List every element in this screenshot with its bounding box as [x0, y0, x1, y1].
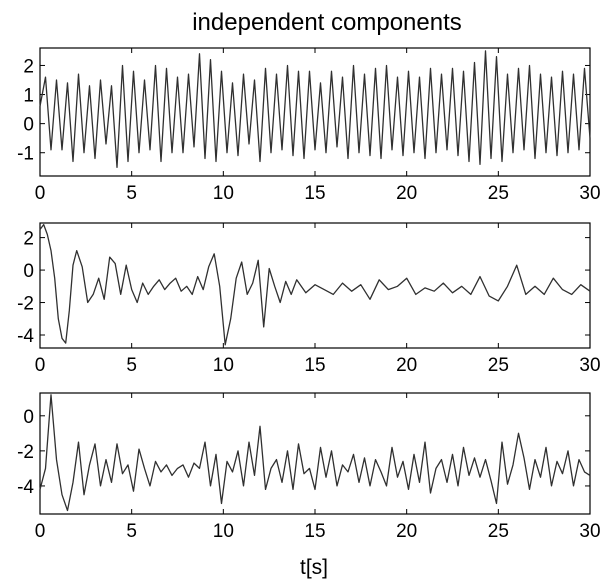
y-tick-label: 0 [23, 261, 34, 282]
signal-trace-3 [39, 394, 591, 512]
y-tick-label: 2 [23, 56, 34, 77]
x-tick-label: 20 [396, 183, 417, 204]
x-tick-label: 10 [213, 183, 234, 204]
x-tick-label: 25 [488, 521, 509, 542]
figure-title: independent components [192, 9, 462, 36]
x-tick-label: 15 [304, 355, 325, 376]
y-tick-label: -2 [17, 294, 34, 315]
x-tick-label: 10 [213, 521, 234, 542]
y-tick-label: -2 [17, 442, 34, 463]
y-tick-label: 1 [23, 86, 34, 107]
y-tick-label: 0 [23, 407, 34, 428]
y-tick-label: -4 [17, 326, 34, 347]
axes-frame [39, 392, 591, 515]
signal-trace-2 [39, 223, 591, 346]
y-tick-label: -1 [17, 144, 34, 165]
y-tick-label: -4 [17, 477, 34, 498]
y-tick-label: 2 [23, 229, 34, 250]
x-tick-label: 0 [35, 521, 46, 542]
y-tick-label: 0 [23, 115, 34, 136]
x-tick-label: 25 [488, 355, 509, 376]
x-tick-label: 5 [126, 521, 137, 542]
x-tick-label: 5 [126, 183, 137, 204]
subplot-2: 0 5 10 15 20 25 30 -4 -2 0 2 [17, 222, 601, 376]
x-tick-label: 15 [304, 183, 325, 204]
x-tick-label: 0 [35, 183, 46, 204]
x-tick-label: 20 [396, 355, 417, 376]
subplot-3: 0 5 10 15 20 25 30 -4 -2 0 [17, 392, 601, 542]
x-tick-label: 30 [579, 521, 600, 542]
x-tick-label: 25 [488, 183, 509, 204]
x-tick-label: 10 [213, 355, 234, 376]
x-tick-label: 5 [126, 355, 137, 376]
x-tick-label: 30 [579, 355, 600, 376]
signal-trace-1 [39, 50, 591, 168]
x-axis-label: t[s] [300, 556, 328, 579]
x-tick-label: 20 [396, 521, 417, 542]
x-tick-label: 0 [35, 355, 46, 376]
x-tick-label: 30 [579, 183, 600, 204]
x-tick-label: 15 [304, 521, 325, 542]
